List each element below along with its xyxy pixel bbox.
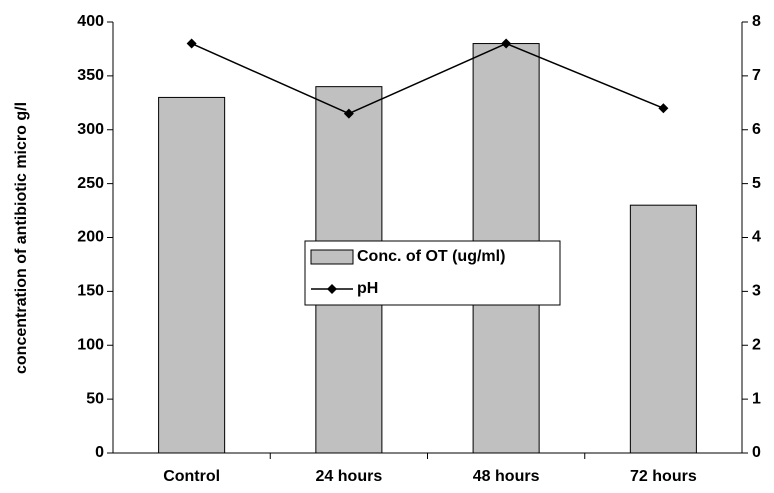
y-tick-label: 350 (77, 67, 104, 84)
legend-label: pH (357, 280, 378, 297)
marker (343, 108, 354, 119)
legend-swatch (310, 249, 354, 265)
legend-label: Conc. of OT (ug/ml) (357, 248, 505, 265)
x-tick-label: 48 hours (473, 468, 540, 485)
y2-tick-label: 5 (752, 175, 761, 192)
y-tick-label: 250 (77, 175, 104, 192)
y2-tick-label: 0 (752, 444, 761, 461)
y-tick-label: 0 (95, 444, 104, 461)
marker (186, 38, 197, 49)
x-tick-label: Control (163, 468, 220, 485)
bar (158, 96, 226, 454)
y-tick-label: 50 (86, 390, 104, 407)
y2-tick-label: 6 (752, 121, 761, 138)
y-tick-label: 100 (77, 336, 104, 353)
y-tick-label: 400 (77, 13, 104, 30)
y2-tick-label: 1 (752, 390, 761, 407)
y-axis-label: concentration of antibiotic micro g/l (13, 102, 30, 374)
x-tick-label: 72 hours (630, 468, 697, 485)
y2-tick-label: 2 (752, 336, 761, 353)
marker (658, 103, 669, 114)
y2-tick-label: 8 (752, 13, 761, 30)
y2-tick-label: 7 (752, 67, 761, 84)
bar (629, 204, 697, 454)
y-tick-label: 200 (77, 229, 104, 246)
marker (501, 38, 512, 49)
y2-tick-label: 4 (752, 229, 761, 246)
x-tick-label: 24 hours (316, 468, 383, 485)
legend-marker (327, 284, 337, 294)
y-tick-label: 300 (77, 121, 104, 138)
y-tick-label: 150 (77, 283, 104, 300)
y2-tick-label: 3 (752, 283, 761, 300)
line (191, 42, 664, 115)
